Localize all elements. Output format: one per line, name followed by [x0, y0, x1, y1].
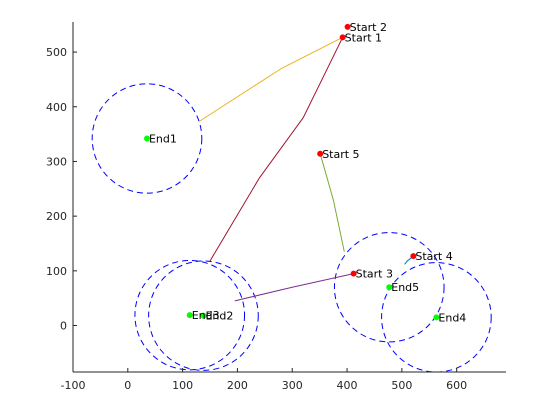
path-line-1 [198, 36, 343, 122]
end-point-4 [433, 314, 440, 321]
x-tick-label: 100 [172, 379, 193, 392]
end-label-4: End4 [438, 311, 466, 324]
y-tick-label: 500 [46, 46, 67, 59]
y-tick-label: 300 [46, 155, 67, 168]
x-tick-label: 300 [282, 379, 303, 392]
start-point-5 [317, 150, 324, 157]
x-tick-label: 500 [391, 379, 412, 392]
x-tick-label: 0 [124, 379, 131, 392]
radius-circle-3 [134, 259, 246, 371]
end-point-1 [143, 135, 150, 142]
x-tick-label: 600 [446, 379, 467, 392]
end-label-3: End3 [192, 309, 220, 322]
y-tick-label: 200 [46, 210, 67, 223]
start-label-5: Start 5 [322, 148, 359, 161]
end-point-5 [386, 284, 393, 291]
start-label-1: Start 1 [345, 31, 382, 44]
y-tick-label: 0 [60, 320, 67, 333]
start-label-3: Start 3 [356, 268, 393, 281]
start-point-4 [410, 253, 417, 260]
x-tick-label: 400 [337, 379, 358, 392]
end-label-1: End1 [149, 132, 177, 145]
end-point-2 [200, 312, 207, 319]
path-line-4 [319, 153, 345, 252]
y-tick-label: 400 [46, 101, 67, 114]
radius-circle-2 [148, 260, 259, 371]
start-label-4: Start 4 [415, 250, 452, 263]
start-point-1 [339, 34, 346, 41]
start-label-2: Start 2 [350, 21, 387, 34]
x-tick-label: -100 [61, 379, 86, 392]
radius-circle-5 [333, 232, 445, 343]
path-line-3 [234, 273, 354, 302]
end-point-3 [186, 312, 193, 319]
end-label-2: End2 [205, 310, 233, 323]
paths-layer [198, 36, 414, 302]
circles-layer [91, 83, 492, 373]
axes-layer: -100 0 100 200 300 400 500 600 0 100 200 300 400 500 [46, 22, 506, 392]
y-tick-label: 100 [46, 265, 67, 278]
radius-circle-1 [91, 83, 203, 194]
start-point-2 [344, 23, 351, 30]
path-line-2 [209, 37, 344, 262]
x-tick-label: 200 [227, 379, 248, 392]
start-point-3 [350, 270, 357, 277]
end-label-5: End5 [391, 281, 419, 294]
